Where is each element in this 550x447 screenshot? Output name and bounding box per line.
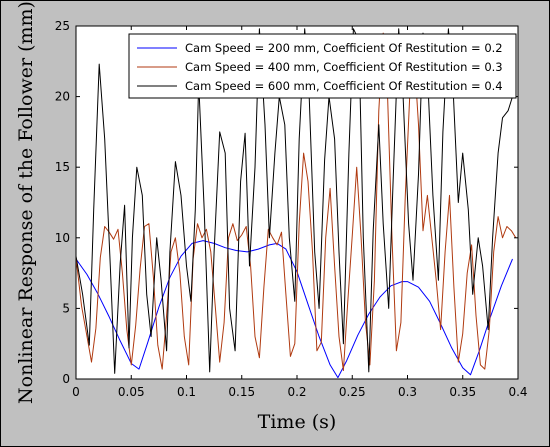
legend-box xyxy=(128,33,517,99)
y-tick-label: 20 xyxy=(55,90,70,104)
x-tick-label: 0.25 xyxy=(339,385,366,399)
x-tick-label: 0.1 xyxy=(177,385,196,399)
x-tick-label: 0.4 xyxy=(508,385,527,399)
y-tick-label: 15 xyxy=(55,160,70,174)
y-tick-label: 25 xyxy=(55,19,70,33)
legend-entry-series-2: Cam Speed = 400 mm, Coefficient Of Resti… xyxy=(185,60,503,74)
series-line-2 xyxy=(76,32,517,371)
x-tick-label: 0.3 xyxy=(398,385,417,399)
x-tick-label: 0.2 xyxy=(287,385,306,399)
x-tick-label: 0.15 xyxy=(228,385,255,399)
y-tick-label: 0 xyxy=(62,372,70,386)
series-line-3 xyxy=(76,28,513,374)
y-axis-label: Nonlinear Response of the Follower (mm) xyxy=(15,1,37,404)
legend: Cam Speed = 200 mm, Coefficient Of Resti… xyxy=(128,33,517,99)
x-tick-label: 0.35 xyxy=(449,385,476,399)
y-tick-label: 5 xyxy=(62,301,70,315)
x-tick-label: 0.05 xyxy=(118,385,145,399)
x-tick-label: 0 xyxy=(72,385,80,399)
x-axis-label: Time (s) xyxy=(258,411,337,433)
legend-entry-series-3: Cam Speed = 600 mm, Coefficient Of Resti… xyxy=(185,79,503,93)
legend-entry-series-1: Cam Speed = 200 mm, Coefficient Of Resti… xyxy=(185,41,503,55)
y-tick-label: 10 xyxy=(55,231,70,245)
